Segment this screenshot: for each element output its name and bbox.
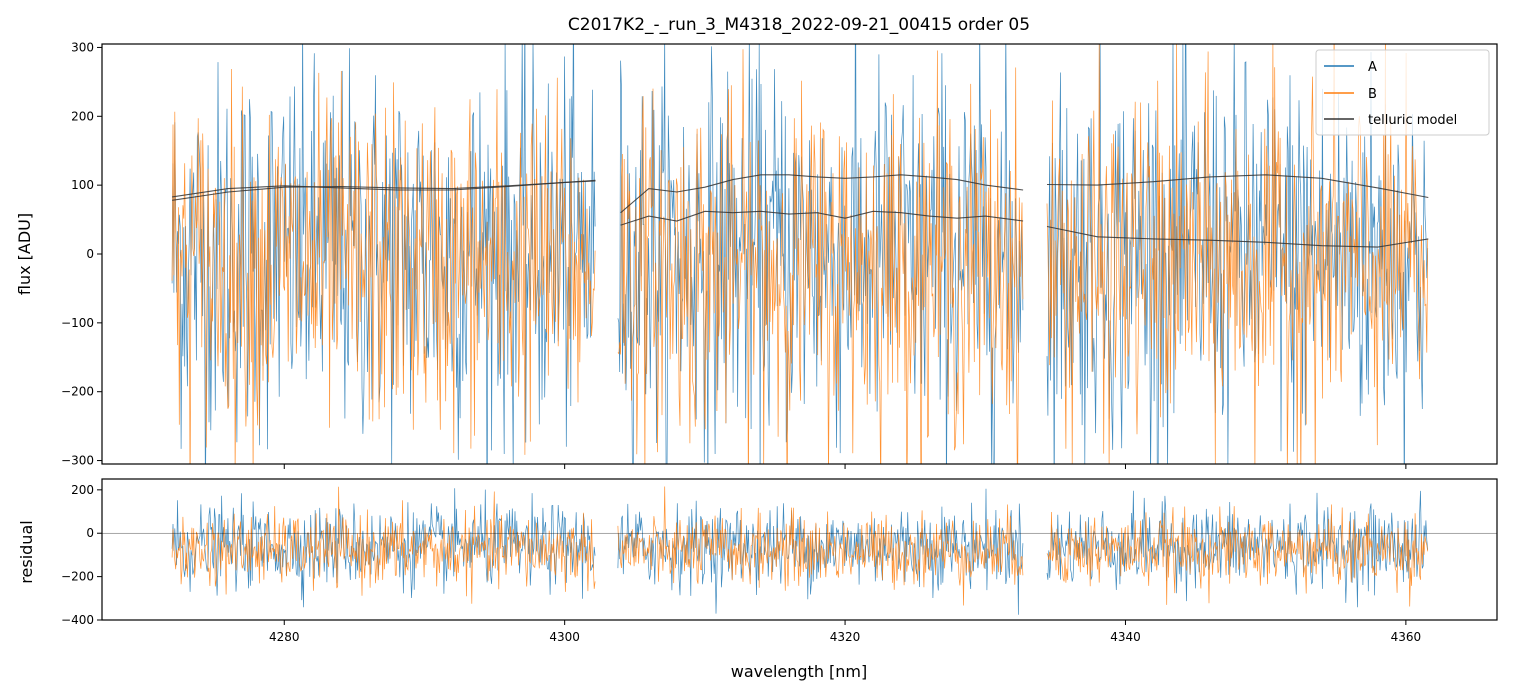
main-panel: −300 −200 −100 0 100 200 300 flux [ADU] A B te…: [15, 40, 1498, 469]
residual-x-axis: 4280 4300 4320 4340 4360: [269, 620, 1421, 644]
residual-y-tick-label: −400: [61, 613, 94, 627]
telluric-model-curve-3: [620, 210, 1024, 226]
residual-y-tick-label: 200: [71, 483, 94, 497]
x-tick-label: 4300: [549, 630, 580, 644]
main-y-tick-label: 300: [71, 40, 94, 54]
x-tick-label: 4280: [269, 630, 300, 644]
telluric-model-curve-2: [620, 174, 1024, 214]
legend-label-b: B: [1368, 87, 1377, 102]
main-y-axis: −300 −200 −100 0 100 200 300: [61, 40, 102, 468]
series-a-residual-segment-2: [1046, 490, 1429, 608]
telluric-model-curve-1: [172, 179, 596, 198]
main-y-tick-label: −100: [61, 316, 94, 330]
series-b-main-segment-2: [1046, 44, 1429, 464]
series-b-residual-segment-1: [617, 486, 1024, 606]
series-a-residual-segment-1: [617, 488, 1024, 615]
main-y-tick-label: −200: [61, 385, 94, 399]
series-b-main-segment-0: [171, 68, 596, 464]
telluric-model-curve-4: [1046, 174, 1429, 199]
main-y-tick-label: 200: [71, 109, 94, 123]
residual-axes-frame: [101, 478, 1498, 621]
telluric-model-curve-5: [1046, 225, 1429, 248]
residual-plot-area: [102, 486, 1497, 615]
telluric-model-curve-0: [172, 180, 596, 201]
x-tick-label: 4320: [830, 630, 861, 644]
legend: A B telluric model: [1315, 49, 1490, 136]
residual-y-tick-label: −200: [61, 570, 94, 584]
x-tick-label: 4360: [1391, 630, 1422, 644]
residual-panel: −400 −200 0 200 4280 4300 4320 4340 4360 residu…: [17, 478, 1498, 681]
legend-label-a: A: [1368, 60, 1377, 75]
residual-y-tick-label: 0: [86, 526, 94, 540]
series-b-residual-segment-2: [1046, 504, 1429, 607]
main-plot-area: [171, 44, 1429, 464]
x-axis-label: wavelength [nm]: [731, 662, 868, 681]
x-tick-label: 4340: [1110, 630, 1141, 644]
residual-y-axis: −400 −200 0 200: [61, 483, 102, 627]
residual-y-axis-label: residual: [17, 520, 36, 583]
series-a-main-segment-1: [617, 44, 1024, 464]
series-b-residual-segment-0: [171, 486, 596, 604]
chart-title: C2017K2_-_run_3_M4318_2022-09-21_00415 o…: [568, 15, 1030, 35]
main-y-tick-label: 0: [86, 247, 94, 261]
main-y-axis-label: flux [ADU]: [15, 213, 34, 295]
legend-box: [1315, 49, 1490, 136]
series-b-main-segment-1: [617, 49, 1024, 464]
main-y-tick-label: −300: [61, 454, 94, 468]
main-y-tick-label: 100: [71, 178, 94, 192]
main-x-axis: [283, 464, 1407, 469]
legend-label-telluric: telluric model: [1368, 113, 1457, 128]
